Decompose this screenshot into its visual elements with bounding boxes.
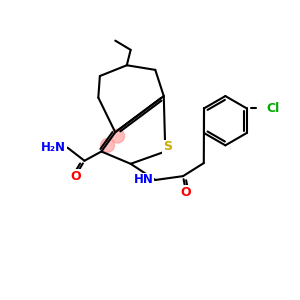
Text: HN: HN — [134, 173, 154, 187]
Text: S: S — [163, 140, 172, 153]
Text: O: O — [70, 169, 80, 183]
Circle shape — [111, 129, 124, 143]
Text: O: O — [181, 186, 191, 199]
Text: H₂N: H₂N — [41, 141, 66, 154]
Circle shape — [100, 138, 115, 152]
Text: Cl: Cl — [267, 102, 280, 115]
